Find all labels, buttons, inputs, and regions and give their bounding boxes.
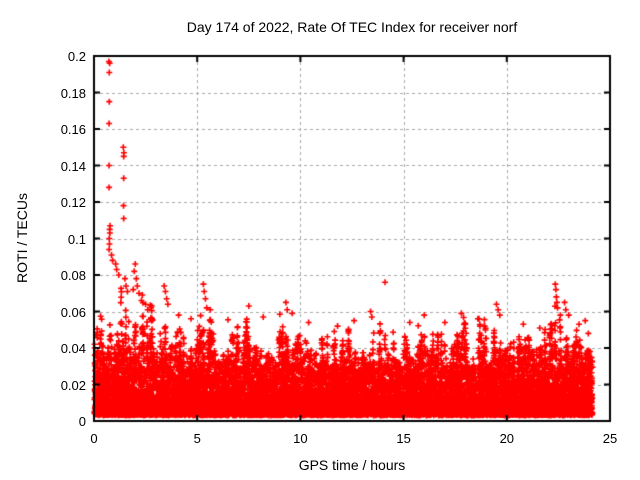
chart-title: Day 174 of 2022, Rate Of TEC Index for r… xyxy=(186,19,518,35)
x-axis-label: GPS time / hours xyxy=(298,457,406,473)
x-tick-label: 15 xyxy=(396,431,411,446)
x-tick-label: 20 xyxy=(499,431,515,446)
y-tick-label: 0.2 xyxy=(67,49,86,64)
x-tick-label: 25 xyxy=(602,431,618,446)
y-tick-label: 0.06 xyxy=(60,304,86,320)
y-tick-label: 0.18 xyxy=(60,85,86,101)
x-tick-label: 0 xyxy=(90,431,98,446)
y-tick-label: 0.16 xyxy=(60,122,86,137)
x-tick-label: 10 xyxy=(293,431,308,446)
y-tick-label: 0.1 xyxy=(67,231,86,247)
y-tick-label: 0.12 xyxy=(60,195,86,210)
y-tick-label: 0.04 xyxy=(60,341,86,356)
y-tick-label: 0.14 xyxy=(60,158,86,174)
x-tick-label: 5 xyxy=(193,431,201,446)
y-tick-label: 0 xyxy=(78,414,86,429)
y-tick-label: 0.08 xyxy=(60,268,86,283)
y-tick-label: 0.02 xyxy=(60,377,86,393)
y-axis-label: ROTI / TECUs xyxy=(14,193,30,283)
